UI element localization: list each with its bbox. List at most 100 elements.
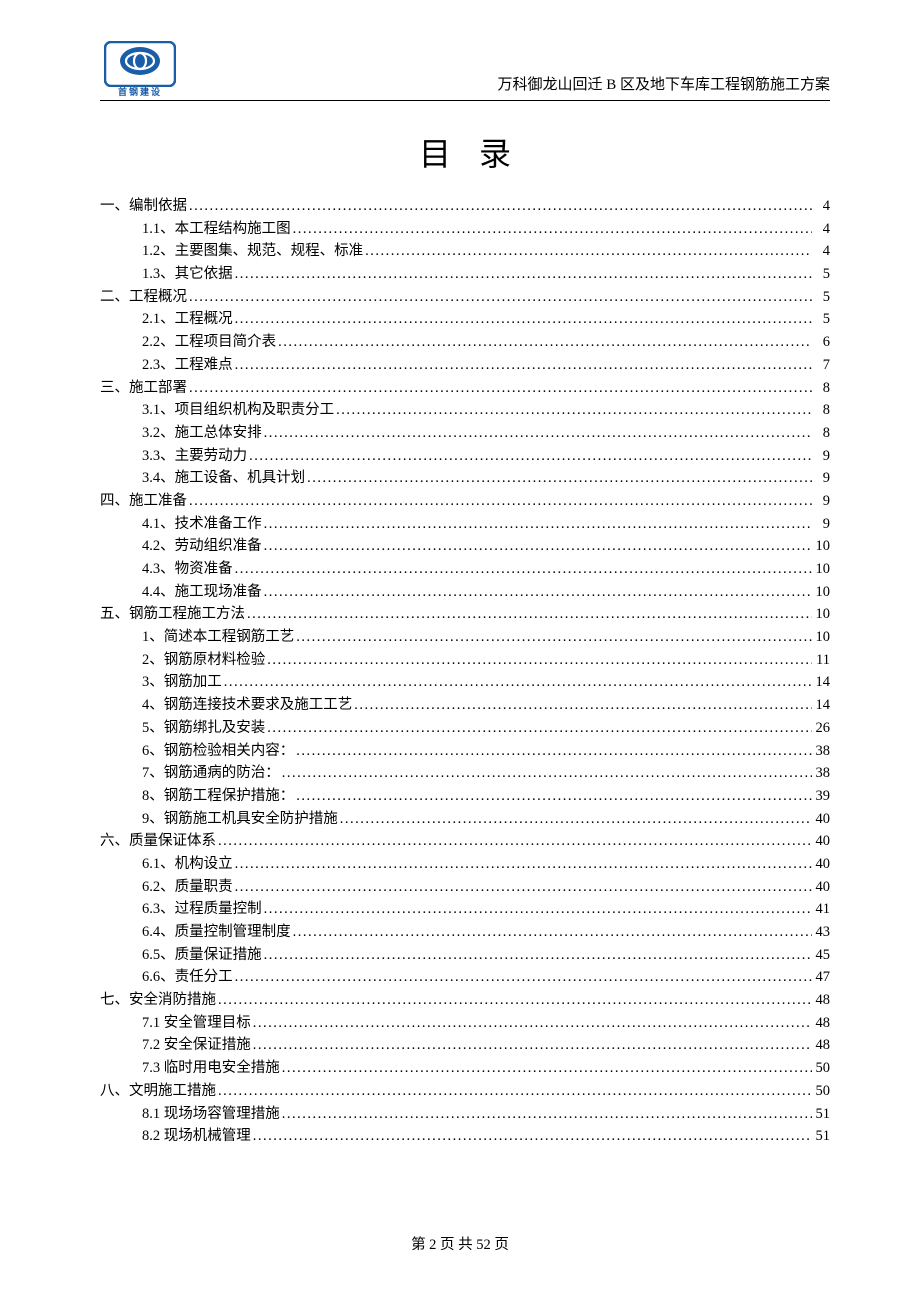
- toc-entry: 五、钢筋工程施工方法10: [100, 607, 830, 622]
- toc-page-number: 26: [812, 721, 830, 736]
- toc-page-number: 5: [812, 290, 830, 305]
- toc-entry: 1.3、其它依据5: [142, 267, 830, 282]
- toc-entry: 7、钢筋通病的防治：38: [142, 766, 830, 781]
- toc-label: 3.4、施工设备、机具计划: [142, 471, 305, 486]
- toc-leader-dots: [233, 267, 812, 282]
- toc-page-number: 39: [812, 789, 830, 804]
- toc-page-number: 51: [812, 1107, 830, 1122]
- toc-entry: 6.5、质量保证措施 45: [142, 948, 830, 963]
- toc-page-number: 40: [812, 857, 830, 872]
- toc-label: 3、钢筋加工: [142, 675, 222, 690]
- toc-page-number: 40: [812, 834, 830, 849]
- toc-leader-dots: [233, 857, 812, 872]
- toc-leader-dots: [291, 925, 812, 940]
- toc-entry: 4.3、物资准备10: [142, 562, 830, 577]
- toc-leader-dots: [262, 948, 812, 963]
- toc-entry: 三、施工部署8: [100, 381, 830, 396]
- toc-entry: 6.6、责任分工47: [142, 970, 830, 985]
- toc-page-number: 8: [812, 426, 830, 441]
- page-footer: 第 2 页 共 52 页: [0, 1233, 920, 1254]
- toc-label: 7.1 安全管理目标: [142, 1016, 251, 1031]
- toc-label: 7.3 临时用电安全措施: [142, 1061, 280, 1076]
- toc-entry: 7.3 临时用电安全措施 50: [142, 1061, 830, 1076]
- toc-entry: 4.2、劳动组织准备 10: [142, 539, 830, 554]
- toc-leader-dots: [222, 675, 812, 690]
- toc-entry: 3.4、施工设备、机具计划9: [142, 471, 830, 486]
- toc-entry: 2.3、工程难点7: [142, 358, 830, 373]
- toc-leader-dots: [216, 993, 812, 1008]
- document-title: 万科御龙山回迁 B 区及地下车库工程钢筋施工方案: [497, 73, 830, 96]
- toc-page-number: 48: [812, 1038, 830, 1053]
- toc-label: 8.2 现场机械管理: [142, 1129, 251, 1144]
- toc-page-number: 9: [812, 449, 830, 464]
- toc-entry: 一、编制依据4: [100, 199, 830, 214]
- toc-label: 6.5、质量保证措施: [142, 948, 262, 963]
- toc-leader-dots: [216, 1084, 812, 1099]
- toc-leader-dots: [280, 766, 812, 781]
- toc-leader-dots: [262, 902, 812, 917]
- toc-leader-dots: [251, 1038, 812, 1053]
- toc-label: 3.3、主要劳动力: [142, 449, 247, 464]
- toc-leader-dots: [280, 1107, 812, 1122]
- toc-entry: 八、文明施工措施50: [100, 1084, 830, 1099]
- toc-page-number: 10: [812, 630, 830, 645]
- toc-entry: 8.2 现场机械管理 51: [142, 1129, 830, 1144]
- toc-entry: 4、钢筋连接技术要求及施工工艺14: [142, 698, 830, 713]
- toc-page-number: 43: [812, 925, 830, 940]
- toc-leader-dots: [187, 290, 812, 305]
- toc-entry: 7.2 安全保证措施48: [142, 1038, 830, 1053]
- toc-entry: 2、钢筋原材料检验11: [142, 653, 830, 668]
- toc-page-number: 47: [812, 970, 830, 985]
- toc-entry: 二、工程概况 5: [100, 290, 830, 305]
- toc-page-number: 10: [812, 539, 830, 554]
- toc-label: 4.4、施工现场准备: [142, 585, 262, 600]
- toc-label: 二、工程概况: [100, 290, 187, 305]
- toc-leader-dots: [262, 585, 812, 600]
- toc-label: 5、钢筋绑扎及安装: [142, 721, 265, 736]
- toc-entry: 6.4、质量控制管理制度 43: [142, 925, 830, 940]
- toc-label: 2.2、工程项目简介表: [142, 335, 276, 350]
- toc-page-number: 41: [812, 902, 830, 917]
- toc-entry: 6.2、质量职责40: [142, 880, 830, 895]
- document-page: 首钢建设 万科御龙山回迁 B 区及地下车库工程钢筋施工方案 目录 一、编制依据4…: [0, 0, 920, 1302]
- toc-label: 6.1、机构设立: [142, 857, 233, 872]
- toc-entry: 七、安全消防措施48: [100, 993, 830, 1008]
- toc-leader-dots: [280, 1061, 812, 1076]
- toc-page-number: 10: [812, 607, 830, 622]
- toc-page-number: 10: [812, 585, 830, 600]
- toc-label: 6.3、过程质量控制: [142, 902, 262, 917]
- toc-label: 2、钢筋原材料检验: [142, 653, 265, 668]
- toc-leader-dots: [233, 880, 812, 895]
- toc-leader-dots: [247, 449, 812, 464]
- toc-leader-dots: [233, 970, 812, 985]
- toc-entry: 2.1、工程概况5: [142, 312, 830, 327]
- toc-leader-dots: [187, 199, 812, 214]
- toc-page-number: 48: [812, 993, 830, 1008]
- logo-caption: 首钢建设: [118, 85, 162, 98]
- toc-leader-dots: [233, 312, 812, 327]
- toc-leader-dots: [251, 1016, 812, 1031]
- toc-leader-dots: [262, 517, 812, 532]
- toc-page-number: 45: [812, 948, 830, 963]
- toc-leader-dots: [352, 698, 812, 713]
- toc-label: 3.1、项目组织机构及职责分工: [142, 403, 334, 418]
- toc-page-number: 14: [812, 675, 830, 690]
- toc-entry: 8、钢筋工程保护措施：39: [142, 789, 830, 804]
- toc-label: 1、简述本工程钢筋工艺: [142, 630, 294, 645]
- table-of-contents: 一、编制依据41.1、本工程结构施工图41.2、主要图集、规范、规程、标准41.…: [100, 199, 830, 1144]
- toc-label: 一、编制依据: [100, 199, 187, 214]
- toc-entry: 1.2、主要图集、规范、规程、标准4: [142, 244, 830, 259]
- page-header: 首钢建设 万科御龙山回迁 B 区及地下车库工程钢筋施工方案: [100, 40, 830, 101]
- toc-label: 2.1、工程概况: [142, 312, 233, 327]
- toc-page-number: 50: [812, 1061, 830, 1076]
- toc-entry: 六、质量保证体系40: [100, 834, 830, 849]
- toc-label: 6.4、质量控制管理制度: [142, 925, 291, 940]
- toc-page-number: 51: [812, 1129, 830, 1144]
- toc-entry: 4.4、施工现场准备 10: [142, 585, 830, 600]
- toc-label: 四、施工准备: [100, 494, 187, 509]
- toc-page-number: 4: [812, 244, 830, 259]
- toc-label: 三、施工部署: [100, 381, 187, 396]
- toc-label: 4.2、劳动组织准备: [142, 539, 262, 554]
- toc-leader-dots: [291, 222, 812, 237]
- toc-leader-dots: [363, 244, 812, 259]
